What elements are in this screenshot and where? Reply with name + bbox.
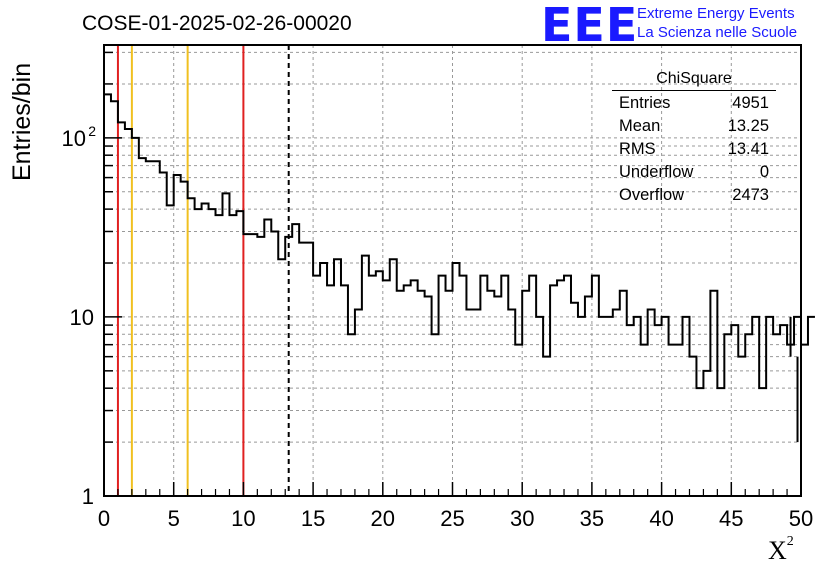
error-bars	[789, 316, 799, 443]
stats-value: 2473	[732, 186, 769, 204]
stats-value: 13.25	[727, 117, 769, 135]
logo-line-2: La Scienza nelle Scuole	[637, 24, 798, 41]
x-tick-label: 0	[98, 506, 110, 531]
x-tick-label: 45	[719, 506, 743, 531]
x-tick-label: 50	[789, 506, 813, 531]
x-tick-label: 40	[649, 506, 673, 531]
x-tick-label: 30	[510, 506, 534, 531]
stats-label: Underflow	[619, 163, 694, 181]
y-tick-label: 1	[82, 484, 94, 509]
stats-label: RMS	[619, 140, 656, 158]
x-tick-label: 10	[231, 506, 255, 531]
stats-value: 13.41	[727, 140, 769, 158]
logo-line-1: Extreme Energy Events	[637, 5, 795, 22]
eee-logo: EEE	[541, 0, 639, 52]
stats-label: Mean	[619, 117, 661, 135]
x-tick-label: 35	[580, 506, 604, 531]
x-tick-label: 5	[168, 506, 180, 531]
y-tick-label-exponent: 2	[88, 123, 96, 139]
stats-label: Entries	[619, 94, 671, 112]
stats-label: Overflow	[619, 186, 685, 204]
histogram-series	[104, 93, 815, 390]
x-tick-label: 15	[301, 506, 325, 531]
x-axis-label: X2	[768, 534, 794, 566]
x-axis-label-base: X	[768, 536, 787, 565]
stats-separator	[612, 90, 776, 91]
y-tick-label: 10	[62, 126, 86, 151]
grid-lines	[104, 45, 801, 496]
y-axis-label: Entries/bin	[8, 62, 36, 181]
x-axis-ticks: 0 5 10 15 20 25 30 35 40 45 50	[98, 482, 813, 531]
chart-title: COSE-01-2025-02-26-00020	[82, 12, 352, 35]
stats-value: 4951	[732, 94, 769, 112]
stats-title: ChiSquare	[656, 70, 732, 87]
x-tick-label: 25	[440, 506, 464, 531]
x-tick-label: 20	[371, 506, 395, 531]
stats-value: 0	[759, 163, 769, 181]
x-axis-label-sup: 2	[786, 534, 794, 550]
reference-lines	[116, 45, 290, 496]
y-tick-label: 10	[70, 305, 94, 330]
